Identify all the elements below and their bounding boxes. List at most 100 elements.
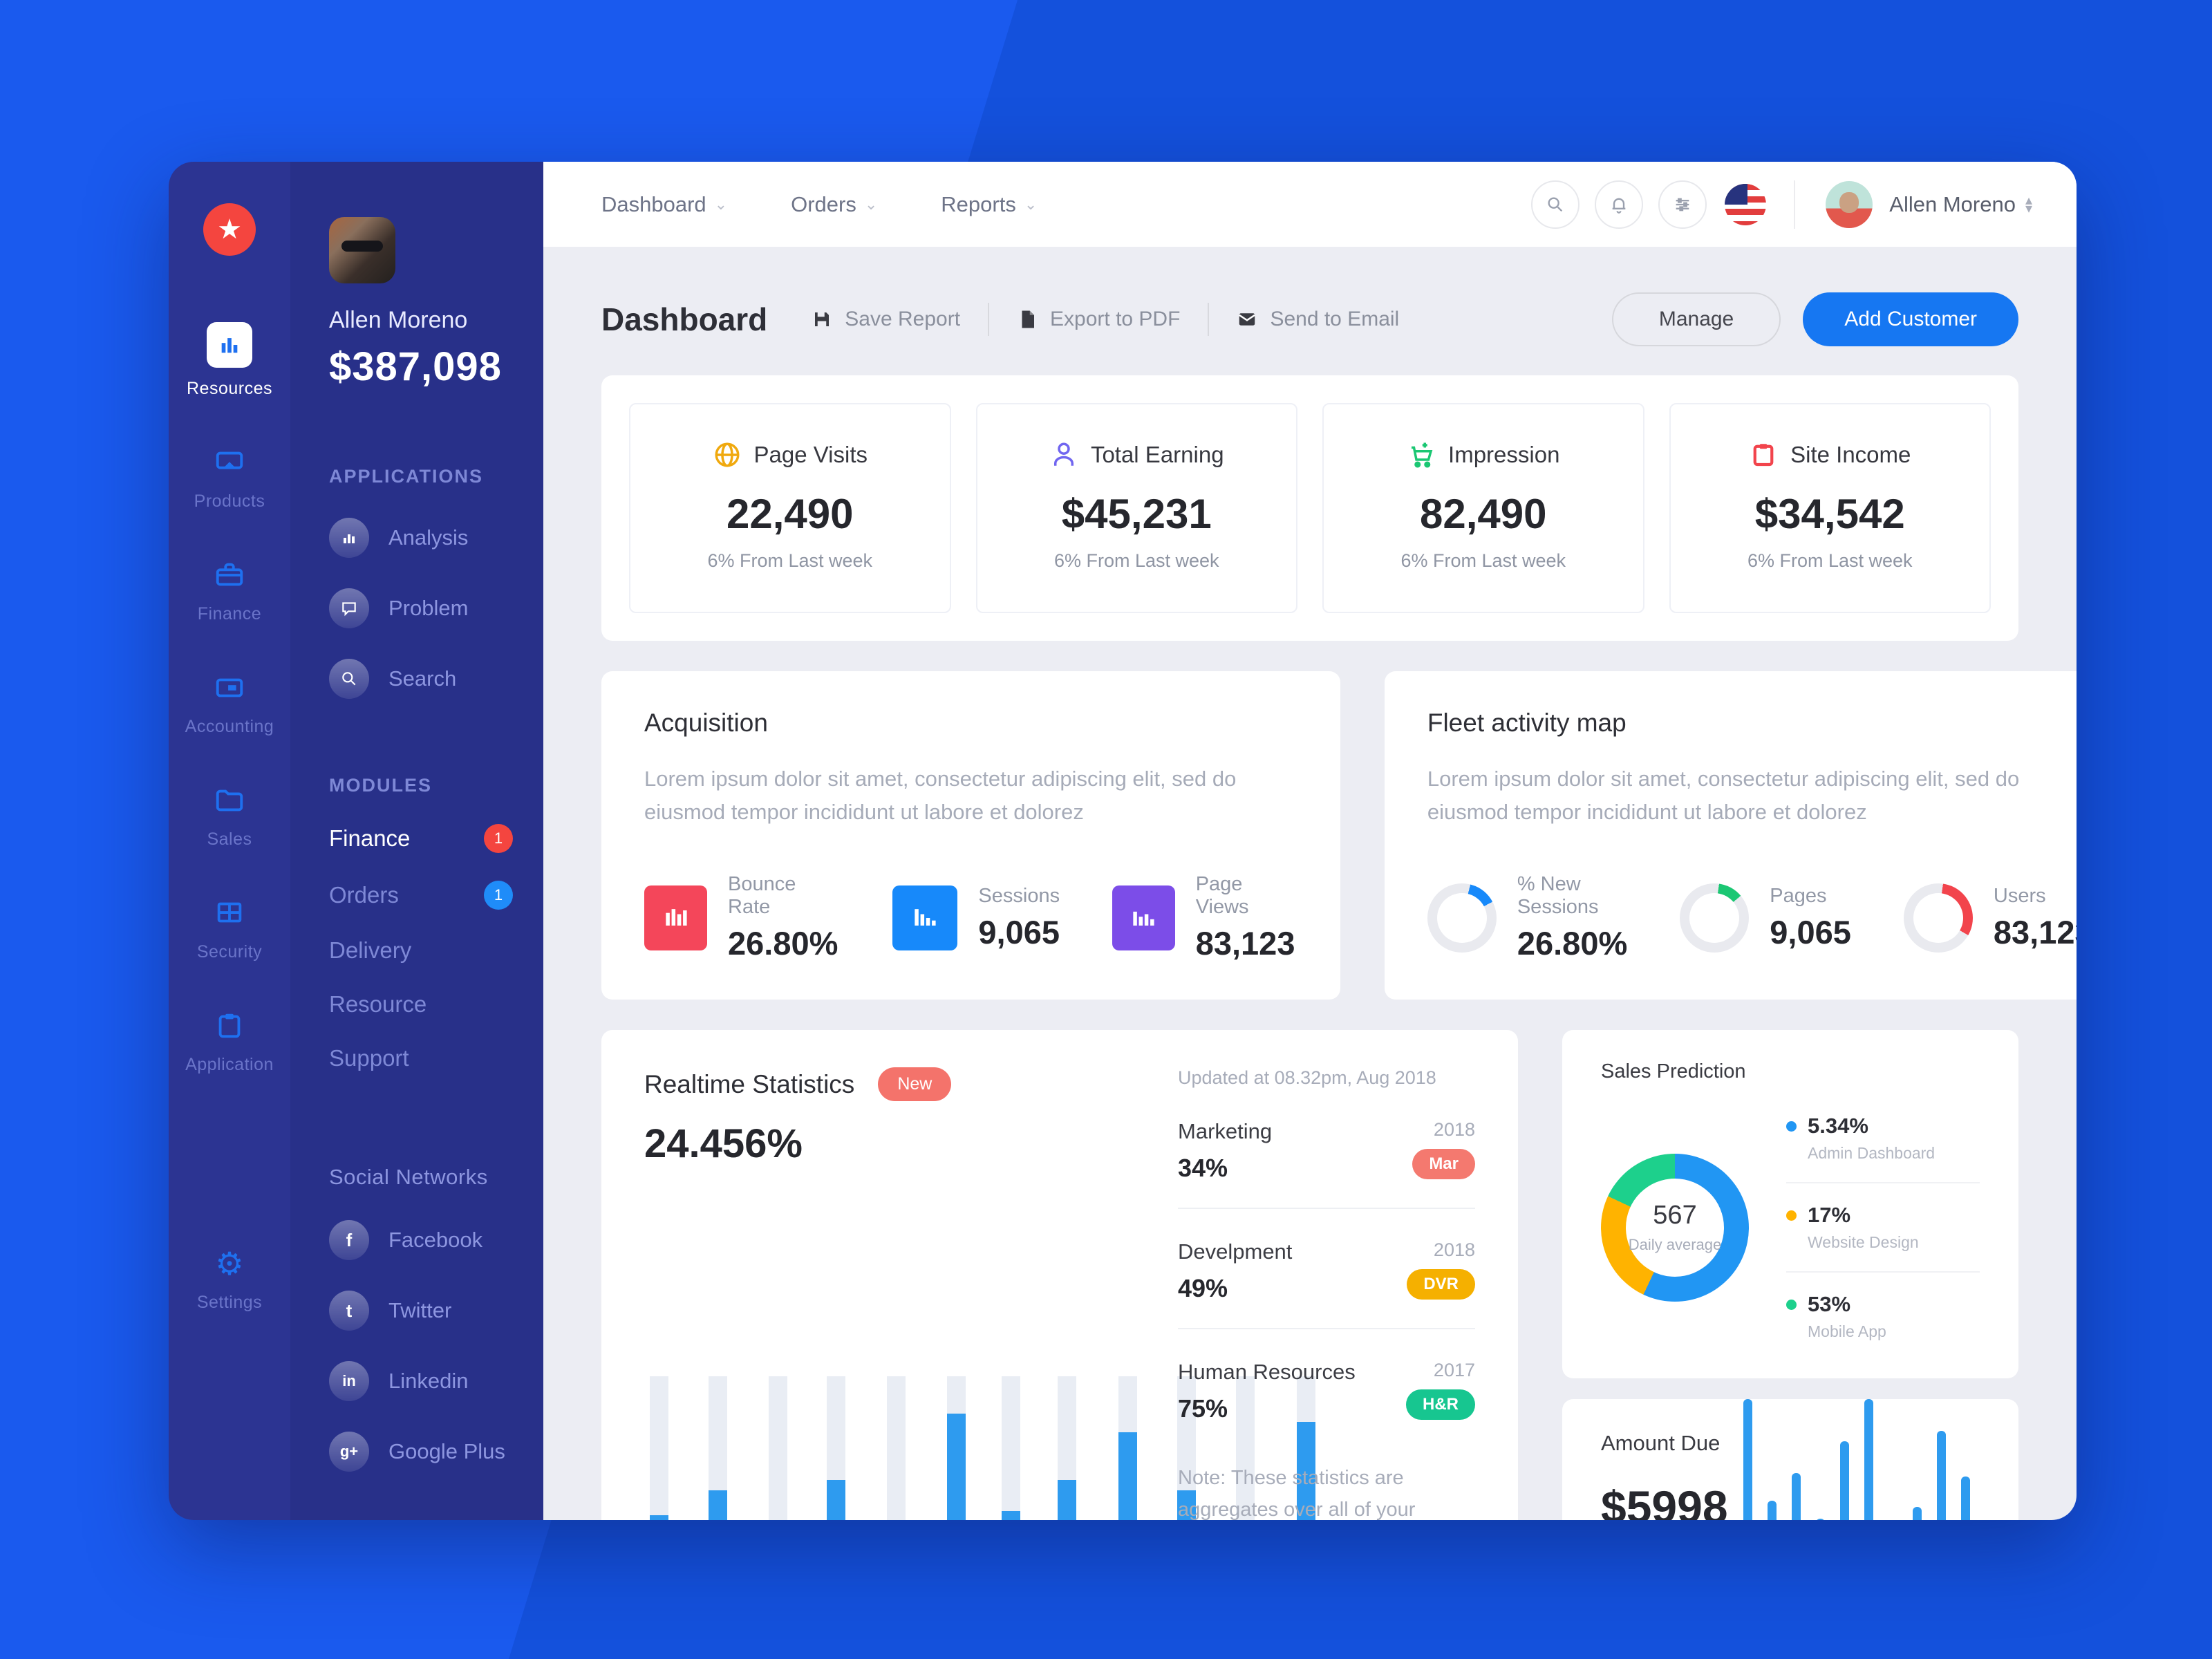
module-finance[interactable]: Finance 1 [329, 824, 543, 853]
stat-sub: 6% From Last week [707, 550, 873, 571]
acq-bounce-rate: Bounce Rate 26.80% [644, 873, 840, 962]
bar-track [709, 1376, 728, 1520]
bar-fill [1058, 1480, 1077, 1520]
mini-label: % New Sessions [1517, 873, 1599, 919]
divider [1178, 1328, 1475, 1330]
spark-bar [1840, 1441, 1849, 1520]
social-label: Facebook [388, 1228, 483, 1252]
bar-column: Jul [999, 1376, 1023, 1520]
module-label: Support [329, 1045, 409, 1071]
rail-item-settings[interactable]: ⚙ Settings [197, 1246, 262, 1313]
app-logo-star-icon[interactable]: ★ [203, 203, 256, 256]
export-pdf-button[interactable]: Export to PDF [1017, 308, 1180, 331]
profile-avatar[interactable] [329, 217, 395, 283]
stat-label: Total Earning [1090, 442, 1224, 467]
page-header: Dashboard Save Report Export to PDF Send… [601, 292, 2018, 346]
folder-icon [212, 782, 247, 818]
stat-site-income[interactable]: Site Income $34,542 6% From Last week [1669, 403, 1991, 613]
bar-column: May [879, 1376, 914, 1520]
fleet-description: Lorem ipsum dolor sit amet, consectetur … [1427, 767, 2020, 825]
bar-track [827, 1376, 846, 1520]
module-support[interactable]: Support [329, 1045, 543, 1071]
amount-due-title: Amount Due [1601, 1431, 1721, 1456]
bar-column: Apr [822, 1376, 851, 1520]
bar-column: Nov [1229, 1376, 1262, 1520]
daily-average-label: Daily average [1628, 1236, 1722, 1254]
app-item-label: Search [388, 666, 457, 691]
rail-label: Application [185, 1055, 274, 1074]
app-item-analysis[interactable]: Analysis [329, 518, 543, 558]
save-report-button[interactable]: Save Report [812, 308, 960, 331]
search-icon [329, 659, 369, 699]
stat-page-visits[interactable]: Page Visits 22,490 6% From Last week [629, 403, 951, 613]
spark-bar [1816, 1518, 1825, 1520]
nav-label: Orders [791, 191, 856, 216]
social-linkedin[interactable]: in Linkedin [329, 1361, 543, 1401]
rail-label: Settings [196, 1293, 263, 1312]
bar-fill [1297, 1422, 1316, 1520]
manage-button[interactable]: Manage [1611, 292, 1781, 346]
language-flag-us[interactable] [1725, 183, 1767, 225]
legend-website-design: 17% Website Design [1786, 1196, 1980, 1259]
mini-value: 83,123 [1993, 913, 2077, 950]
rail-item-resources[interactable]: Resources [187, 322, 272, 399]
mini-label: Sessions [978, 884, 1060, 907]
nav-dashboard[interactable]: Dashboard ⌄ [601, 192, 727, 217]
legend-mobile-app: 53% Mobile App [1786, 1285, 1980, 1348]
bar-column: Mar [762, 1376, 794, 1520]
search-button[interactable] [1531, 180, 1580, 229]
social-googleplus[interactable]: g+ Google Plus [329, 1432, 543, 1472]
chat-bubble-icon [329, 588, 369, 628]
pdf-file-icon [1017, 309, 1038, 330]
spark-bar [1743, 1399, 1752, 1520]
stat-value: $45,231 [1061, 491, 1212, 537]
amount-due-sparkline [1743, 1399, 1970, 1520]
divider [1178, 1208, 1475, 1210]
rail-item-application[interactable]: Application [185, 1008, 274, 1075]
social-facebook[interactable]: f Facebook [329, 1220, 543, 1260]
bar-fill [1118, 1432, 1138, 1520]
rt-tag-badge: H&R [1406, 1389, 1475, 1421]
rail-item-security[interactable]: Security [197, 895, 262, 962]
app-item-problem[interactable]: Problem [329, 588, 543, 628]
notifications-button[interactable] [1595, 180, 1644, 229]
app-item-search[interactable]: Search [329, 659, 543, 699]
mini-value: 26.80% [728, 925, 838, 962]
module-delivery[interactable]: Delivery [329, 937, 543, 964]
rail-item-products[interactable]: Products [194, 444, 265, 512]
module-orders[interactable]: Orders 1 [329, 881, 543, 910]
sort-arrows-icon[interactable]: ▴ ▾ [2025, 192, 2032, 216]
spark-bar [1913, 1506, 1922, 1520]
filter-button[interactable] [1658, 180, 1707, 229]
rail-label: Resources [186, 379, 272, 398]
divider [1794, 180, 1796, 229]
rail-item-sales[interactable]: Sales [207, 782, 252, 850]
bar-fill [1001, 1511, 1020, 1520]
legend-label: Admin Dashboard [1808, 1144, 1936, 1163]
module-resource[interactable]: Resource [329, 991, 543, 1018]
globe-icon [713, 440, 742, 469]
send-email-button[interactable]: Send to Email [1237, 308, 1399, 331]
chevron-down-icon: ⌄ [864, 195, 878, 213]
finance-badge: 1 [484, 824, 513, 853]
stat-total-earning[interactable]: Total Earning $45,231 6% From Last week [975, 403, 1297, 613]
realtime-statistics-card: Realtime Statistics New 24.456% Jan Feb Ma… [601, 1030, 1518, 1520]
social-label: Twitter [388, 1298, 452, 1322]
fleet-pages: Pages 9,065 [1680, 873, 1851, 962]
nav-reports[interactable]: Reports ⌄ [941, 192, 1037, 217]
mini-value: 26.80% [1517, 925, 1628, 962]
rail-item-finance[interactable]: Finance [198, 557, 261, 624]
module-label: Delivery [329, 937, 412, 963]
nav-orders[interactable]: Orders ⌄ [791, 192, 877, 217]
add-customer-button[interactable]: Add Customer [1803, 292, 2018, 346]
rail-label: Products [194, 491, 265, 511]
sales-donut: 567 Daily average [1601, 1153, 1749, 1302]
rail-item-accounting[interactable]: Accounting [185, 670, 274, 737]
stat-label: Site Income [1790, 442, 1911, 467]
user-avatar[interactable] [1826, 180, 1873, 228]
stat-impression[interactable]: Impression 82,490 6% From Last week [1322, 403, 1644, 613]
applications-header: APPLICATIONS [329, 466, 484, 487]
social-networks-header: Social Networks [329, 1165, 488, 1189]
sales-prediction-title: Sales Prediction [1601, 1060, 1746, 1083]
social-twitter[interactable]: t Twitter [329, 1291, 543, 1331]
